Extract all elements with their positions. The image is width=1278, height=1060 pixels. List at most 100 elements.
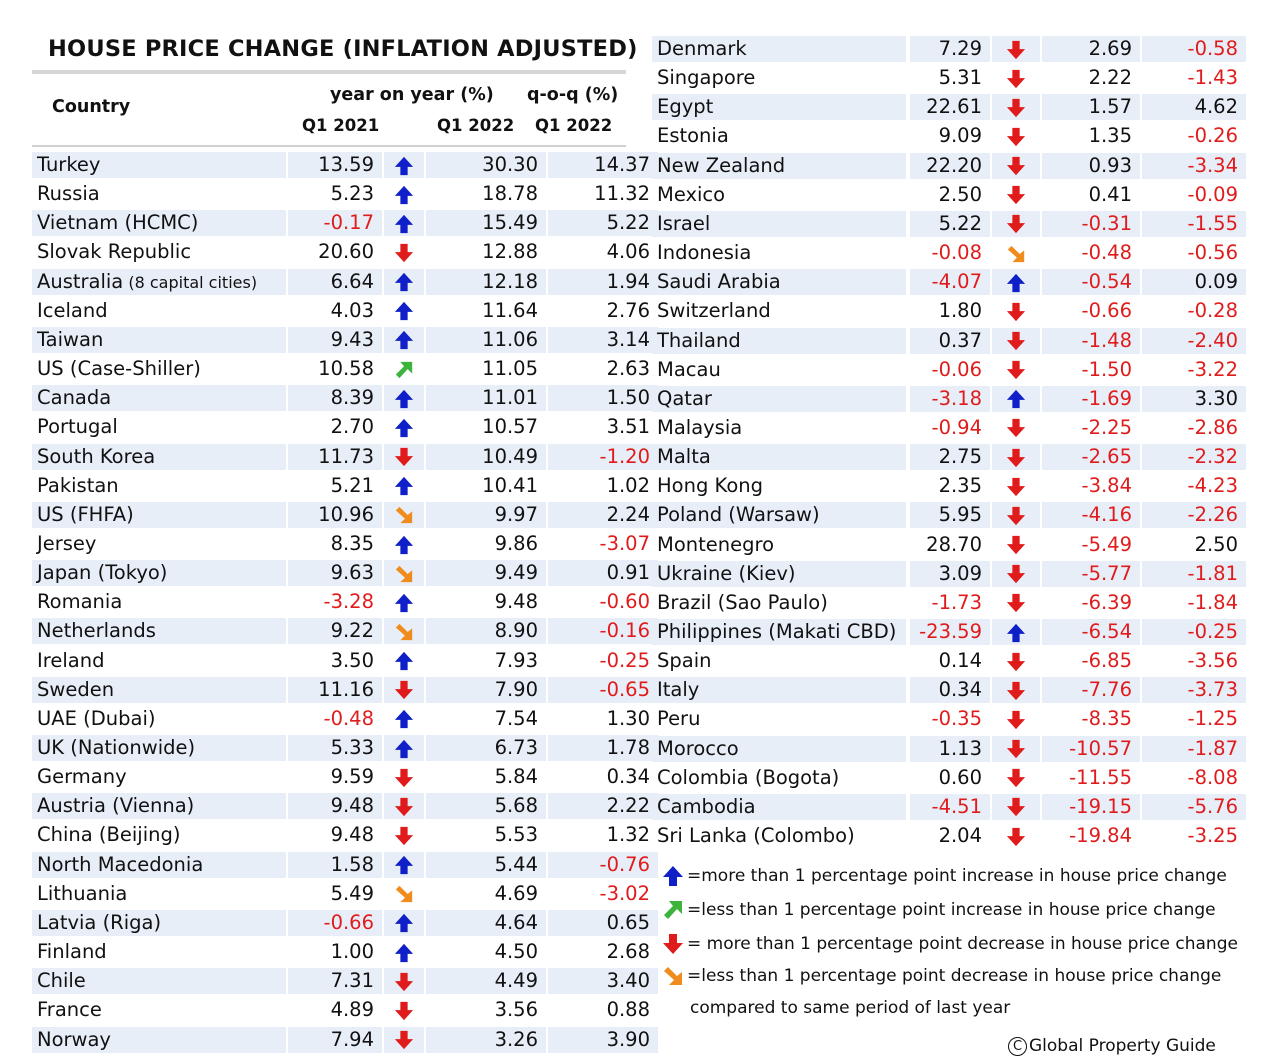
country-cell: Iceland [32,298,286,324]
up-arrow-cell [384,414,424,440]
legend-up-small-text: =less than 1 percentage point increase i… [687,900,1216,920]
table-row: Pakistan 5.21 10.41 1.02 [32,473,650,502]
table-row: Vietnam (HCMC) -0.17 15.49 5.22 [32,210,658,239]
table-row: North Macedonia 1.58 5.44 -0.76 [32,851,658,881]
yoy-2022-value: 4.49 [426,968,546,995]
down-arrow-icon [1006,419,1026,438]
yoy-2022-value: 11.64 [482,298,538,322]
down-arrow-icon [1006,127,1026,146]
yoy-2021-value: 0.37 [910,327,990,354]
country-name: Qatar [657,386,712,410]
country-cell: Italy [652,677,906,704]
yoy-2022-value: -0.54 [1042,269,1140,296]
table-row: Ireland 3.50 7.93 -0.25 [32,648,650,677]
down-small-arrow-icon [395,565,413,582]
country-name: Chile [37,969,86,993]
yoy-2021-value: 4.03 [330,298,374,322]
down-small-arrow-cell [384,881,424,907]
down-arrow-cell [384,1026,424,1053]
country-cell: Brazil (Sao Paulo) [652,590,906,616]
yoy-2022-value: 12.18 [426,268,546,295]
qoq-2022-value: -1.84 [1187,590,1238,614]
table-row: UK (Nationwide) 5.33 6.73 1.78 [32,735,658,764]
qoq-2022-value: 0.09 [1142,269,1246,296]
down-arrow-icon [1006,448,1026,467]
qoq-2022-value: -3.34 [1142,152,1246,179]
country-cell: Singapore [652,65,906,91]
down-small-arrow-icon [395,507,413,524]
qoq-2022-value: 2.22 [548,793,658,820]
down-arrow-cell [384,676,424,703]
qoq-2022-value: -0.65 [548,676,658,703]
yoy-2022-value: 0.41 [1088,182,1132,206]
down-small-arrow-cell [384,618,424,645]
yoy-2022-value: 10.41 [482,473,538,497]
down-arrow-cell [992,823,1040,849]
down-arrow-icon [394,972,414,991]
country-name: Italy [657,678,700,702]
table-row: US (FHFA) 10.96 9.97 2.24 [32,501,658,531]
table-row: Taiwan 9.43 11.06 3.14 [32,326,658,356]
down-arrow-cell [384,239,424,265]
qoq-2022-value: -0.60 [599,590,650,614]
qoq-2022-value: -0.76 [548,851,658,878]
country-cell: North Macedonia [32,851,286,878]
country-cell: Spain [652,648,906,674]
yoy-2022-value: -0.66 [1081,299,1132,323]
yoy-2021-value: 3.50 [330,648,374,672]
down-arrow-cell [384,997,424,1023]
yoy-2022-value: 30.30 [426,152,546,178]
down-arrow-icon [1006,331,1026,351]
yoy-2021-value: 0.34 [910,677,990,704]
table-row: Colombia (Bogota) 0.60 -11.55 -8.08 [652,765,1252,794]
yoy-2022-value: 18.78 [482,182,538,206]
yoy-2022-value: 5.53 [494,823,538,847]
down-arrow-icon [1006,594,1026,613]
country-cell: South Korea [32,443,286,470]
yoy-2022-value: 12.88 [482,240,538,264]
country-name: Sweden [37,677,115,701]
copyright-icon: C [1008,1036,1027,1056]
country-cell: Pakistan [32,473,286,499]
yoy-2021-value: -1.73 [931,590,982,614]
yoy-2022-value: -6.39 [1081,590,1132,614]
up-arrow-cell [384,298,424,324]
qoq-2022-value: 1.50 [548,385,658,412]
yoy-2021-value: 5.49 [330,881,374,905]
qoq-2022-value: -1.87 [1142,735,1246,762]
yoy-2022-value: -1.48 [1042,327,1140,354]
yoy-2022-value: 9.86 [494,532,538,555]
country-name: Japan (Tokyo) [37,561,168,585]
country-name: France [37,998,102,1022]
down-arrow-icon [1006,710,1026,729]
table-row: France 4.89 3.56 0.88 [32,997,650,1026]
down-arrow-cell [384,968,424,995]
qoq-2022-value: -2.40 [1142,327,1246,354]
country-cell: UK (Nationwide) [32,735,286,761]
table-row: Denmark 7.29 2.69 -0.58 [652,36,1252,65]
yoy-2022-value: -10.57 [1042,735,1140,762]
country-name: Cambodia [657,794,756,818]
country-cell: Hong Kong [652,473,906,499]
yoy-2021-value: 9.09 [938,124,982,148]
country-cell: Portugal [32,414,286,440]
qoq-2022-value: 1.32 [606,823,650,847]
country-name: Morocco [657,736,739,760]
qoq-2022-value: 3.14 [548,326,658,353]
yoy-2022-value: -7.76 [1042,677,1140,704]
up-arrow-icon [394,273,414,292]
country-cell: Lithuania [32,881,286,907]
country-cell: Egypt [652,94,906,121]
down-arrow-icon [1006,535,1026,555]
yoy-2021-value: 7.31 [288,968,382,995]
up-arrow-cell [992,385,1040,412]
yoy-2021-value: 2.35 [938,474,982,498]
up-arrow-cell [384,268,424,295]
country-name: Iceland [37,298,108,322]
table-row: New Zealand 22.20 0.93 -3.34 [652,152,1252,182]
country-name: South Korea [37,444,156,468]
qoq-2022-value: 1.02 [606,473,650,497]
down-arrow-icon [1006,740,1026,759]
country-name: Lithuania [37,881,128,905]
country-name: Thailand [657,328,741,352]
